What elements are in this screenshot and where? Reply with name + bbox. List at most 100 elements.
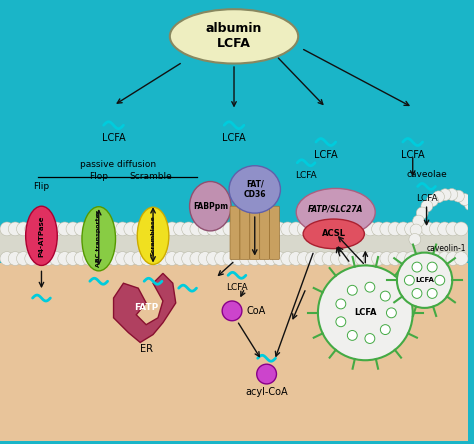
- Circle shape: [289, 222, 303, 236]
- Circle shape: [231, 252, 245, 266]
- Circle shape: [157, 252, 171, 266]
- Circle shape: [8, 222, 22, 236]
- Text: Scramble: Scramble: [130, 172, 173, 181]
- PathPatch shape: [114, 274, 176, 342]
- Circle shape: [248, 222, 262, 236]
- Circle shape: [364, 252, 377, 266]
- Circle shape: [330, 252, 344, 266]
- Circle shape: [273, 252, 286, 266]
- Circle shape: [330, 222, 344, 236]
- Circle shape: [306, 222, 319, 236]
- Text: Scramblase: Scramblase: [151, 215, 155, 256]
- Circle shape: [421, 200, 433, 212]
- Circle shape: [173, 222, 187, 236]
- Circle shape: [446, 222, 460, 236]
- Circle shape: [66, 222, 80, 236]
- Text: P4-ATPase: P4-ATPase: [38, 215, 45, 257]
- Circle shape: [165, 252, 179, 266]
- Circle shape: [99, 222, 113, 236]
- Circle shape: [314, 252, 328, 266]
- Circle shape: [239, 252, 253, 266]
- Circle shape: [365, 333, 375, 344]
- Circle shape: [74, 252, 88, 266]
- Circle shape: [231, 222, 245, 236]
- Circle shape: [0, 252, 14, 266]
- Circle shape: [397, 253, 452, 308]
- Circle shape: [347, 252, 361, 266]
- Circle shape: [306, 252, 319, 266]
- Circle shape: [8, 252, 22, 266]
- Circle shape: [25, 252, 38, 266]
- Text: FABPpm: FABPpm: [193, 202, 228, 211]
- Ellipse shape: [170, 9, 298, 63]
- Circle shape: [33, 252, 47, 266]
- Circle shape: [322, 222, 336, 236]
- Circle shape: [297, 252, 311, 266]
- Text: Flip: Flip: [33, 182, 50, 191]
- Circle shape: [427, 262, 437, 272]
- Circle shape: [380, 252, 394, 266]
- Text: LCFA: LCFA: [354, 308, 376, 317]
- Circle shape: [74, 222, 88, 236]
- Circle shape: [338, 252, 352, 266]
- Text: ABC transporter: ABC transporter: [96, 210, 101, 267]
- Circle shape: [318, 266, 413, 360]
- Text: FAT/
CD36: FAT/ CD36: [244, 180, 266, 199]
- Ellipse shape: [137, 207, 169, 265]
- Circle shape: [207, 252, 220, 266]
- Circle shape: [107, 252, 121, 266]
- Text: LCFA: LCFA: [314, 150, 337, 160]
- Circle shape: [25, 222, 38, 236]
- Circle shape: [41, 252, 55, 266]
- Circle shape: [355, 222, 369, 236]
- Circle shape: [396, 252, 410, 266]
- Text: ACSL: ACSL: [322, 230, 346, 238]
- Text: albumin
LCFA: albumin LCFA: [206, 22, 262, 50]
- Circle shape: [405, 222, 419, 236]
- Circle shape: [433, 191, 445, 203]
- Circle shape: [215, 222, 228, 236]
- Text: CoA: CoA: [247, 306, 266, 316]
- Circle shape: [58, 252, 72, 266]
- Circle shape: [365, 282, 375, 292]
- Circle shape: [421, 252, 435, 266]
- Circle shape: [116, 252, 129, 266]
- Circle shape: [50, 222, 64, 236]
- Text: FATP/SLC27A: FATP/SLC27A: [308, 205, 364, 214]
- Circle shape: [429, 222, 443, 236]
- Circle shape: [50, 252, 64, 266]
- Circle shape: [82, 222, 96, 236]
- Circle shape: [421, 222, 435, 236]
- Circle shape: [372, 252, 385, 266]
- Circle shape: [338, 222, 352, 236]
- Text: LCFA: LCFA: [401, 150, 425, 160]
- Circle shape: [124, 252, 137, 266]
- Circle shape: [297, 222, 311, 236]
- Circle shape: [91, 252, 105, 266]
- Circle shape: [404, 275, 414, 285]
- Text: LCFA: LCFA: [222, 133, 246, 143]
- Bar: [0, 263, 468, 441]
- Circle shape: [438, 252, 452, 266]
- Ellipse shape: [82, 207, 116, 271]
- Circle shape: [446, 189, 458, 200]
- Circle shape: [413, 252, 427, 266]
- Circle shape: [281, 252, 295, 266]
- Circle shape: [289, 252, 303, 266]
- Circle shape: [416, 207, 428, 219]
- Circle shape: [91, 222, 105, 236]
- Circle shape: [17, 252, 30, 266]
- Circle shape: [347, 330, 357, 341]
- Text: LCFA: LCFA: [102, 133, 125, 143]
- Circle shape: [380, 222, 394, 236]
- Circle shape: [198, 222, 212, 236]
- Circle shape: [322, 252, 336, 266]
- Circle shape: [396, 222, 410, 236]
- Circle shape: [140, 222, 154, 236]
- Circle shape: [435, 275, 445, 285]
- Circle shape: [438, 222, 452, 236]
- FancyBboxPatch shape: [230, 206, 240, 260]
- Circle shape: [124, 222, 137, 236]
- Circle shape: [239, 222, 253, 236]
- FancyBboxPatch shape: [240, 206, 250, 260]
